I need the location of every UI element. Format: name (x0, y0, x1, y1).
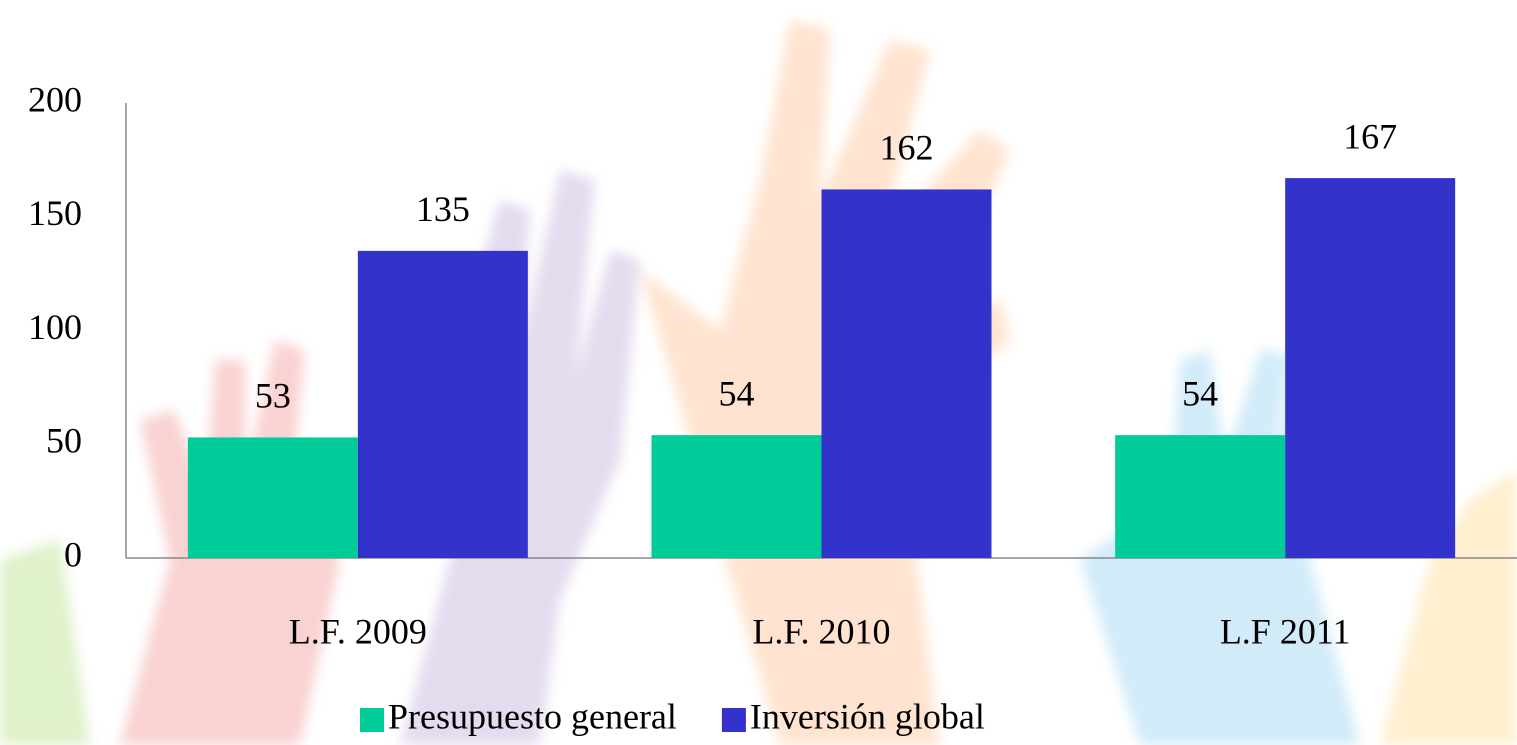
y-tick-label: 0 (64, 534, 82, 574)
legend-swatch (722, 708, 746, 732)
data-label: 53 (255, 376, 291, 416)
data-label: 167 (1343, 116, 1397, 156)
y-tick-label: 50 (46, 421, 82, 461)
x-tick-label: L.F. 2010 (752, 611, 890, 651)
bar (652, 435, 822, 558)
data-label: 54 (1182, 373, 1218, 413)
data-label: 135 (416, 189, 470, 229)
legend-label: Inversión global (750, 696, 985, 736)
y-tick-label: 200 (28, 79, 82, 119)
x-tick-label: L.F 2011 (1220, 611, 1351, 651)
data-label: 162 (880, 128, 934, 168)
bar (822, 189, 992, 558)
bar (1285, 178, 1455, 558)
data-label: 54 (719, 373, 755, 413)
bar (358, 251, 528, 558)
legend-label: Presupuesto general (388, 696, 677, 736)
bar (1115, 435, 1285, 558)
y-tick-label: 100 (28, 307, 82, 347)
bar (188, 437, 358, 558)
x-tick-label: L.F. 2009 (289, 611, 427, 651)
y-tick-label: 150 (28, 193, 82, 233)
chart: 0 50 100 150 200 L.F. 2009 53 135 L.F. 2010 54 162… (0, 0, 1517, 745)
legend-swatch (360, 708, 384, 732)
